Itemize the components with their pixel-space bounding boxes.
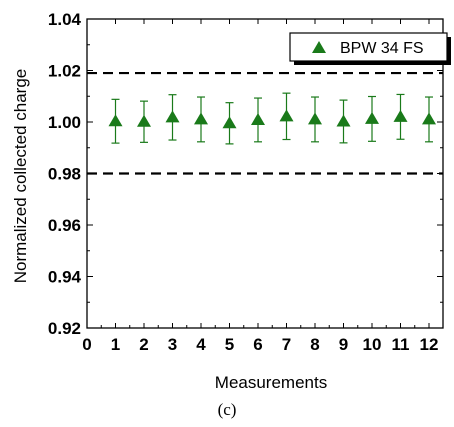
legend: BPW 34 FS [289, 32, 451, 65]
x-tick-label: 0 [82, 335, 91, 354]
x-tick-label: 12 [420, 335, 439, 354]
x-tick-label: 6 [253, 335, 262, 354]
y-tick-label: 0.92 [48, 319, 81, 338]
axis-ticks [86, 18, 443, 329]
x-tick-label: 9 [339, 335, 348, 354]
figure-caption: (c) [217, 400, 237, 419]
data-point [336, 114, 351, 127]
y-tick-label: 0.96 [48, 216, 81, 235]
y-tick-label: 0.98 [48, 165, 81, 184]
data-point [393, 109, 408, 122]
data-point [222, 116, 237, 129]
x-tick-label: 10 [363, 335, 382, 354]
legend-label: BPW 34 FS [340, 40, 424, 57]
y-tick-label: 1.04 [48, 10, 82, 29]
x-tick-label: 3 [168, 335, 177, 354]
data-point [194, 112, 208, 125]
data-point [251, 112, 265, 125]
y-axis-title: Normalized collected charge [11, 69, 30, 284]
x-tick-label: 1 [111, 335, 120, 354]
x-tick-label: 11 [392, 335, 410, 354]
x-tick-label: 4 [196, 335, 206, 354]
data-point [137, 114, 151, 127]
data-point [108, 114, 123, 127]
data-point [422, 112, 436, 125]
reference-lines [87, 71, 443, 175]
x-tick-label: 8 [310, 335, 319, 354]
y-tick-label: 1.02 [48, 62, 81, 81]
x-tick-label: 2 [139, 335, 148, 354]
x-tick-label: 7 [282, 335, 291, 354]
data-points [108, 109, 436, 129]
x-tick-label: 5 [225, 335, 234, 354]
data-point [308, 112, 322, 125]
data-point [365, 111, 379, 124]
data-point [279, 109, 294, 122]
y-tick-label: 0.94 [48, 268, 82, 287]
error-bars [111, 92, 433, 145]
y-tick-label: 1.00 [48, 113, 81, 132]
x-axis-title: Measurements [215, 373, 327, 392]
legend-marker-triangle-icon [312, 41, 326, 53]
legend-box [289, 32, 448, 62]
tick-labels: 0 1 2 3 4 5 6 7 8 9 10 11 120.920.940.960.981.001.02… [48, 10, 439, 354]
data-point [165, 110, 180, 123]
